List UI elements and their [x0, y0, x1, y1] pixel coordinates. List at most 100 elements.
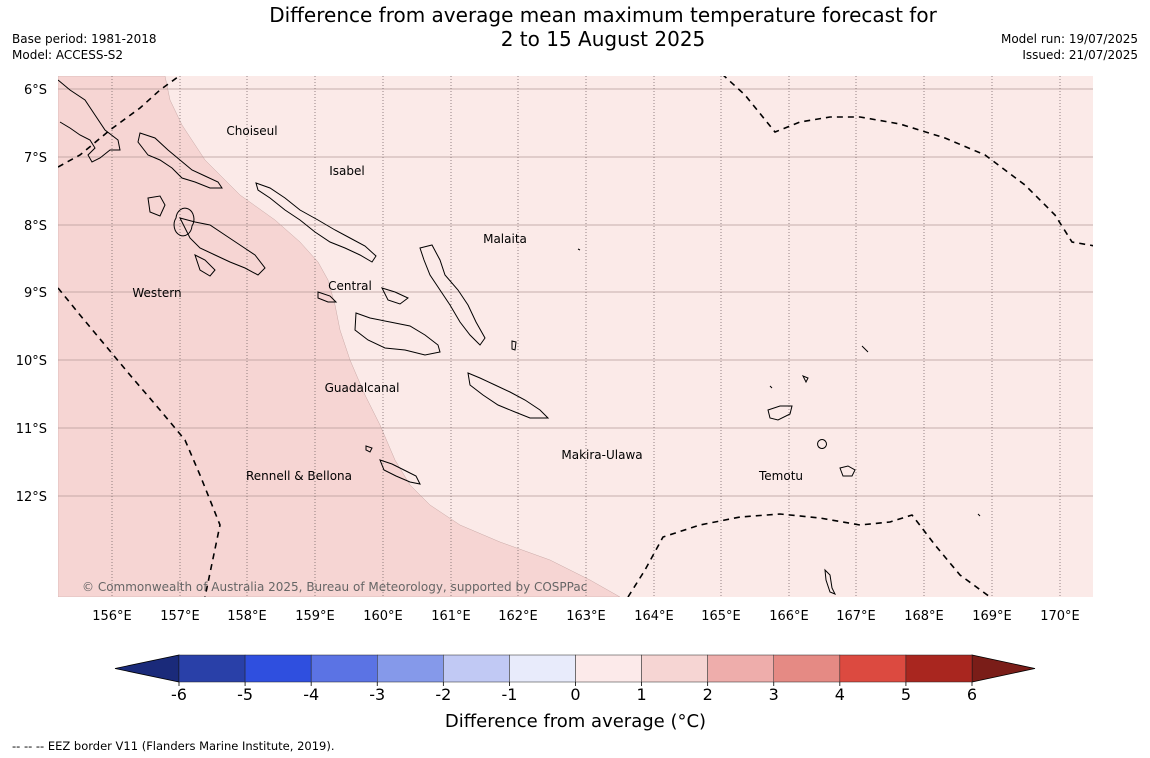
lon-label: 163°E	[566, 609, 606, 624]
colorbar-swatch	[641, 654, 708, 683]
colorbar: -6 -5 -4 -3 -2 -1 0 1 2 3 4 5 6 Difference from avera…	[114, 654, 1036, 732]
lon-label: 156°E	[92, 609, 132, 624]
lon-label: 166°E	[769, 609, 809, 624]
province-label: Temotu	[758, 469, 803, 483]
colorbar-tick-label: 2	[703, 685, 713, 704]
island-ulawa	[511, 340, 517, 351]
colorbar-swatch	[839, 654, 907, 683]
province-label: Rennell & Bellona	[246, 469, 352, 483]
title-line-1: Difference from average mean maximum tem…	[269, 3, 937, 27]
island-bougainville	[58, 79, 121, 163]
colorbar-swatch	[244, 654, 312, 683]
map-labels: 6°S 7°S 8°S 9°S 10°S 11°S 12°S 156°E 157°E 158°E 1…	[16, 83, 1080, 624]
model-info: Base period: 1981-2018 Model: ACCESS-S2	[12, 31, 157, 63]
eez-nauru-tuvalu	[723, 76, 1093, 247]
colorbar-swatch	[443, 654, 510, 683]
lon-label: 164°E	[634, 609, 674, 624]
lat-label: 7°S	[24, 151, 47, 166]
island-duff	[801, 375, 809, 384]
island-utupua	[817, 439, 827, 449]
colorbar-tick-label: 6	[967, 685, 977, 704]
lat-label: 10°S	[16, 354, 47, 369]
island-tikopia	[824, 568, 837, 595]
colorbar-swatch	[509, 654, 576, 683]
island-bellona	[365, 445, 373, 453]
colorbar-tick-label: -1	[501, 685, 517, 704]
colorbar-tick-label: -4	[303, 685, 319, 704]
lon-label: 160°E	[363, 609, 403, 624]
colorbar-tick-label: -6	[171, 685, 187, 704]
issue-info: Model run: 19/07/2025 Issued: 21/07/2025	[1001, 31, 1138, 63]
colorbar-tick-label: -5	[237, 685, 253, 704]
island-makira	[467, 372, 550, 419]
island-isabel	[255, 182, 377, 263]
coastlines	[58, 79, 981, 595]
lat-label: 11°S	[16, 422, 47, 437]
title-line-2: 2 to 15 August 2025	[500, 27, 706, 51]
island-reef-islands	[769, 385, 773, 389]
eez-png-south	[58, 287, 221, 597]
eez-borders	[58, 76, 1093, 597]
island-rennell	[379, 459, 421, 485]
province-label: Guadalcanal	[325, 381, 400, 395]
island-ngella	[381, 287, 409, 305]
graticule	[58, 76, 1093, 597]
colorbar-tick-label: -2	[435, 685, 451, 704]
island-malaita	[419, 244, 486, 346]
lon-label: 162°E	[498, 609, 538, 624]
lon-label: 158°E	[227, 609, 267, 624]
lon-label: 157°E	[160, 609, 200, 624]
island-russell	[317, 291, 338, 303]
lat-label: 8°S	[24, 219, 47, 234]
map-title: Difference from average mean maximum tem…	[200, 3, 1006, 51]
copyright-notice: © Commonwealth of Australia 2025, Bureau…	[82, 580, 587, 594]
colorbar-swatch	[707, 654, 775, 683]
base-period: Base period: 1981-2018	[12, 32, 157, 46]
province-label: Makira-Ulawa	[561, 448, 642, 462]
island-vanikoro	[839, 465, 856, 477]
eez-legend-note: -- -- -- EEZ border V11 (Flanders Marine…	[12, 739, 335, 753]
colorbar-title: Difference from average (°C)	[445, 711, 706, 732]
island-anuta	[977, 513, 981, 517]
island-rendova	[194, 254, 216, 277]
colorbar-swatch	[773, 654, 841, 683]
island-vella-lavella	[147, 195, 166, 217]
lon-label: 159°E	[295, 609, 335, 624]
province-label: Central	[328, 279, 372, 293]
lon-label: 161°E	[431, 609, 471, 624]
colorbar-over-arrow	[971, 654, 1036, 683]
lat-label: 12°S	[16, 490, 47, 505]
province-label: Isabel	[329, 164, 364, 178]
map-plot-area	[58, 76, 1093, 597]
colorbar-tick-label: 3	[769, 685, 779, 704]
colorbar-tick-label: 5	[901, 685, 911, 704]
model-name: Model: ACCESS-S2	[12, 48, 124, 62]
colorbar-swatch	[575, 654, 642, 683]
colorbar-tick-label: 1	[636, 685, 646, 704]
colorbar-tick-label: 0	[570, 685, 580, 704]
colorbar-swatch	[905, 654, 973, 683]
lon-label: 165°E	[701, 609, 741, 624]
eez-vanuatu	[627, 513, 991, 597]
lon-label: 169°E	[972, 609, 1012, 624]
colorbar-swatch	[310, 654, 378, 683]
island-sikaiana	[577, 248, 581, 251]
island-ndende	[767, 405, 793, 421]
lat-label: 6°S	[24, 83, 47, 98]
island-kolombangara	[173, 207, 195, 237]
colorbar-swatch	[377, 654, 444, 683]
colorbar-swatch	[178, 654, 246, 683]
issued-date: Issued: 21/07/2025	[1022, 48, 1138, 62]
lon-label: 168°E	[904, 609, 944, 624]
island-guadalcanal	[354, 312, 441, 356]
island-choiseul	[137, 132, 223, 189]
island-new-georgia	[179, 217, 266, 276]
province-label: Western	[132, 286, 181, 300]
model-run-date: Model run: 19/07/2025	[1000, 32, 1138, 46]
colorbar-tick-label: -3	[369, 685, 385, 704]
province-label: Choiseul	[226, 124, 277, 138]
lon-label: 170°E	[1040, 609, 1080, 624]
island-ontong-java	[861, 345, 869, 353]
colorbar-under-arrow	[114, 654, 180, 683]
